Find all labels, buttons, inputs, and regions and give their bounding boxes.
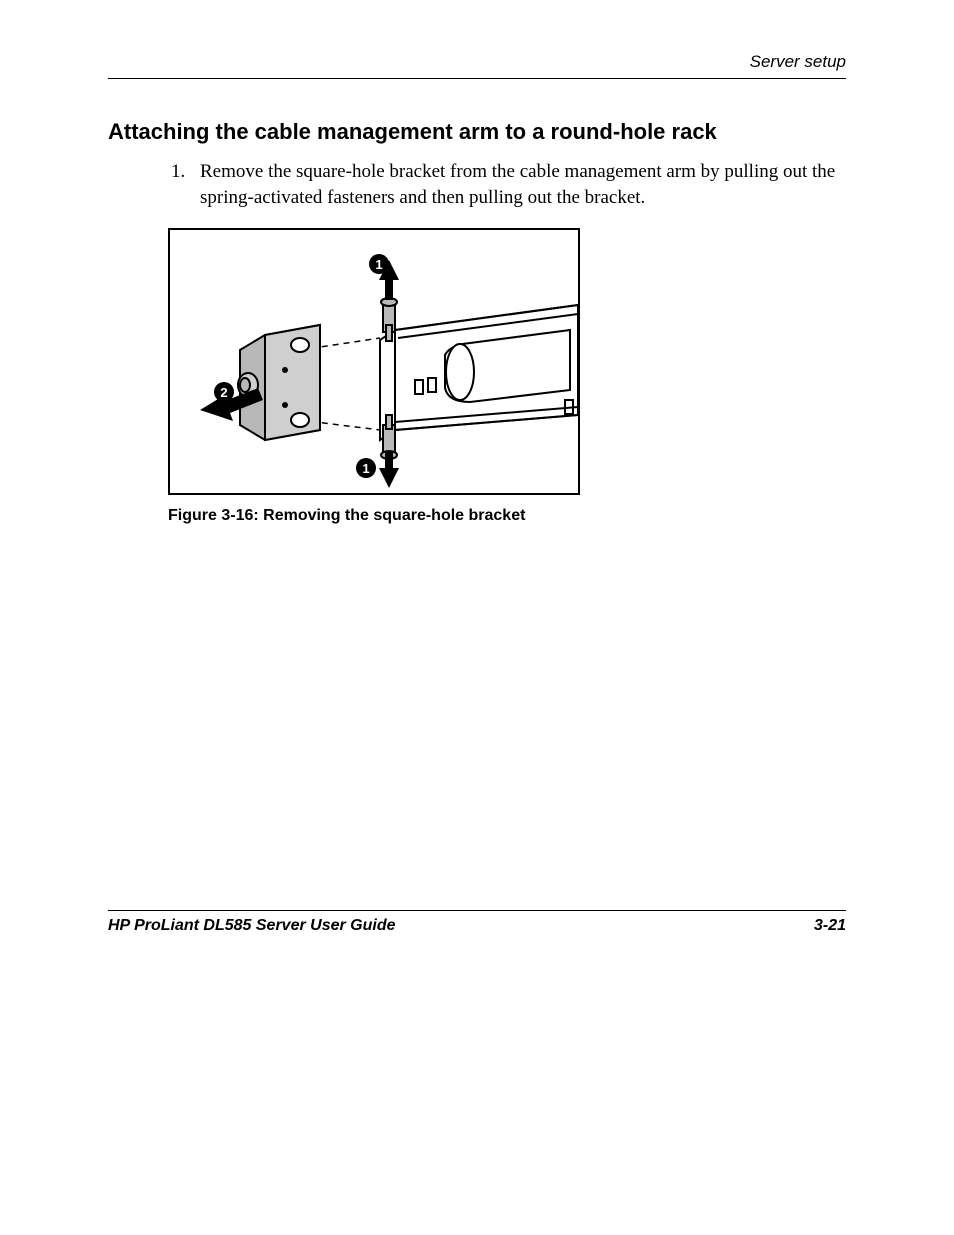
- section-heading: Attaching the cable management arm to a …: [108, 119, 846, 145]
- step-list: Remove the square-hole bracket from the …: [108, 159, 846, 210]
- page: Server setup Attaching the cable managem…: [0, 0, 954, 1235]
- header-section-label: Server setup: [750, 52, 846, 71]
- step-item: Remove the square-hole bracket from the …: [190, 159, 846, 210]
- footer-book-title: HP ProLiant DL585 Server User Guide: [108, 917, 396, 935]
- page-header: Server setup: [108, 52, 846, 79]
- footer-page-number: 3-21: [814, 917, 846, 935]
- figure-caption: Figure 3-16: Removing the square-hole br…: [168, 507, 846, 525]
- page-footer: HP ProLiant DL585 Server User Guide 3-21: [108, 910, 846, 935]
- figure: 1 2 1 Figure 3-16: Removing the square-h…: [168, 228, 846, 525]
- figure-image: 1 2 1: [168, 228, 580, 495]
